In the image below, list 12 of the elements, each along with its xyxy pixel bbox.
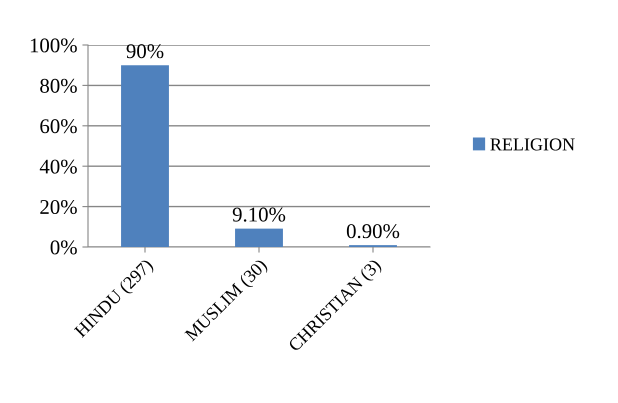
bar (235, 228, 283, 247)
legend-label: RELIGION (490, 138, 575, 151)
y-tick-label: 20% (40, 200, 77, 214)
y-tick-label: 60% (40, 119, 77, 134)
y-tick-label: 100% (30, 38, 77, 52)
data-label: 9.10% (232, 208, 286, 222)
y-tick-label: 0% (50, 240, 77, 254)
y-tick-label: 40% (40, 160, 77, 174)
bar (121, 65, 169, 247)
data-label: 90% (126, 44, 164, 58)
data-label: 0.90% (346, 224, 400, 238)
y-tick-label: 80% (40, 78, 77, 93)
